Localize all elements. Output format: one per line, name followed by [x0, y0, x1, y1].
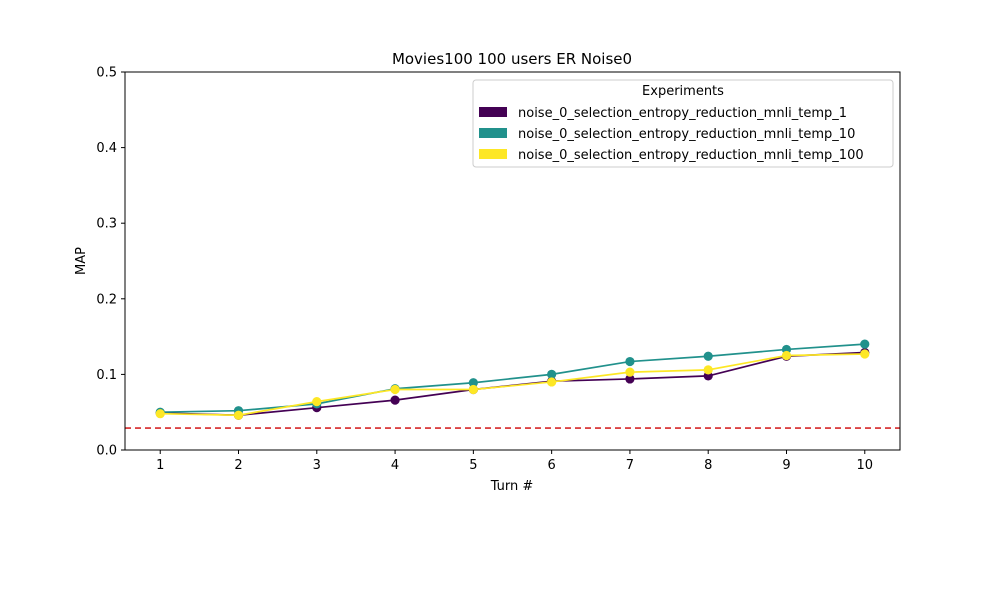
series-2-point [547, 369, 557, 379]
x-tick-label: 6 [548, 458, 556, 473]
y-axis-label: MAP [74, 247, 89, 275]
x-tick-label: 1 [156, 458, 164, 473]
y-tick-label: 0.3 [96, 217, 117, 232]
legend-swatch-3 [479, 149, 507, 159]
legend-label-3: noise_0_selection_entropy_reduction_mnli… [518, 148, 864, 163]
x-tick-label: 10 [856, 458, 873, 473]
x-tick-label: 5 [469, 458, 477, 473]
series-3-point [468, 384, 478, 395]
legend-title: Experiments [642, 84, 724, 99]
legend-swatch-2 [479, 128, 507, 138]
series-3-point [703, 365, 713, 375]
series-1-point [390, 395, 400, 405]
x-axis: 1 2 3 4 5 6 7 8 9 10 [156, 450, 873, 473]
legend: Experiments noise_0_selection_entropy_re… [472, 79, 894, 168]
y-tick-label: 0.5 [96, 66, 117, 81]
x-tick-label: 8 [704, 458, 712, 473]
series-3-point [625, 367, 635, 377]
x-tick-label: 2 [234, 458, 242, 473]
y-axis: 0.0 0.1 0.2 0.3 0.4 0.5 [96, 66, 125, 459]
axes-frame [124, 71, 901, 451]
x-tick-label: 7 [626, 458, 634, 473]
x-tick-label: 4 [391, 458, 399, 473]
legend-swatch-1 [479, 107, 507, 117]
series-1-point [625, 374, 635, 384]
series-2-point [703, 351, 713, 361]
series-2-point [468, 378, 478, 388]
series-3-point [233, 410, 244, 420]
series-3-point [155, 409, 165, 419]
x-tick-label: 3 [313, 458, 321, 473]
series-line-3 [160, 353, 865, 417]
y-tick-label: 0.1 [96, 368, 117, 383]
y-tick-label: 0.2 [96, 292, 117, 307]
series-3-point [547, 377, 557, 387]
series-3-point [390, 384, 400, 395]
legend-label-1: noise_0_selection_entropy_reduction_mnli… [518, 106, 847, 121]
series-3-point [312, 397, 322, 407]
series-3-point [781, 350, 792, 361]
x-tick-label: 9 [782, 458, 790, 473]
chart-marks [125, 339, 900, 429]
legend-box [472, 79, 894, 168]
y-tick-label: 0.4 [96, 141, 117, 156]
series-2-point [625, 356, 635, 367]
series-3-point [860, 349, 870, 359]
series-line-2 [160, 343, 865, 414]
x-axis-label: Turn # [490, 479, 534, 494]
y-tick-label: 0.0 [96, 444, 117, 459]
legend-label-2: noise_0_selection_entropy_reduction_mnli… [518, 127, 855, 142]
chart-title: Movies100 100 users ER Noise0 [392, 50, 632, 68]
series-2-point [860, 339, 870, 349]
